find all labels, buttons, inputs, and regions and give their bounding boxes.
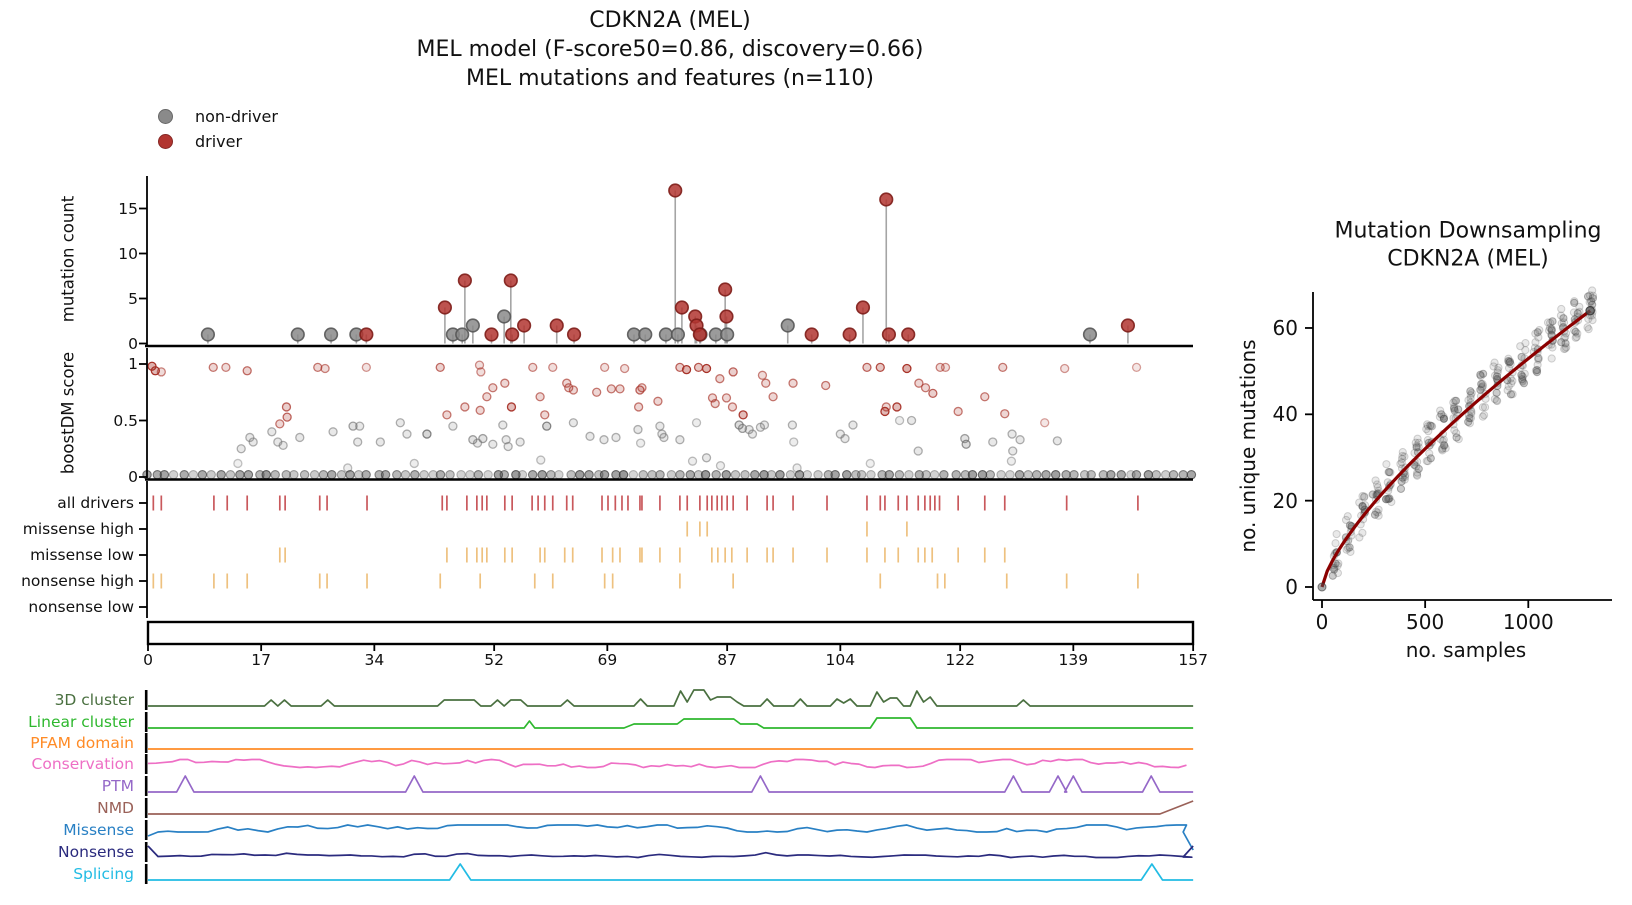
feature-label-Linear-cluster: Linear cluster xyxy=(28,713,134,731)
position-tick: 34 xyxy=(364,651,385,669)
boostdm-score-tick: 0 xyxy=(128,468,138,486)
feature-label-Splicing: Splicing xyxy=(73,865,134,883)
track-label-nonsense-high: nonsense high xyxy=(21,572,134,590)
mutation-count-tick: 15 xyxy=(118,199,138,218)
driver-dot-icon xyxy=(158,134,173,149)
position-tick: 69 xyxy=(597,651,618,669)
legend-item-driver: driver xyxy=(158,129,278,154)
mutation-count-tick: 0 xyxy=(128,334,138,353)
samples-axis-label: no. samples xyxy=(1405,638,1527,662)
feature-tracks xyxy=(144,689,1194,884)
downsampling-title-line-2: CDKN2A (MEL) xyxy=(1387,246,1549,272)
boostdm-score-axis-label: boostDM score xyxy=(58,351,78,475)
track-label-nonsense-low: nonsense low xyxy=(28,598,134,616)
needle-plot xyxy=(200,183,1136,344)
unique-mutations-tick: 0 xyxy=(1285,575,1298,599)
position-tick: 17 xyxy=(251,651,272,669)
mutation-count-axis-label: mutation count xyxy=(58,195,78,323)
unique-mutations-tick: 20 xyxy=(1272,488,1298,513)
track-label-missense-low: missense low xyxy=(30,546,134,564)
feature-label-NMD: NMD xyxy=(97,799,134,817)
position-tick: 87 xyxy=(717,651,738,669)
feature-label-3D-cluster: 3D cluster xyxy=(54,691,134,709)
track-label-all-drivers: all drivers xyxy=(57,494,134,512)
title-line-2: MEL model (F-score50=0.86, discovery=0.6… xyxy=(416,37,924,62)
feature-label-PTM: PTM xyxy=(101,777,134,795)
feature-label-Nonsense: Nonsense xyxy=(58,843,134,861)
position-tick: 122 xyxy=(945,651,975,669)
legend-label: non-driver xyxy=(195,107,278,126)
mutation-count-tick: 5 xyxy=(128,289,138,308)
title-line-3: MEL mutations and features (n=110) xyxy=(465,66,874,91)
sequence-scale-bar xyxy=(146,620,1195,651)
position-tick: 52 xyxy=(484,651,505,669)
downsampling-title-line-1: Mutation Downsampling xyxy=(1334,218,1602,244)
samples-tick: 0 xyxy=(1315,610,1329,634)
figure-title: CDKN2A (MEL) MEL model (F-score50=0.86, … xyxy=(0,6,1340,93)
boostdm-score-tick: 0.5 xyxy=(113,411,138,430)
non-driver-dot-icon xyxy=(158,109,173,124)
track-label-missense-high: missense high xyxy=(22,520,134,538)
feature-label-PFAM-domain: PFAM domain xyxy=(30,734,134,752)
title-line-1: CDKN2A (MEL) xyxy=(589,8,751,33)
position-tick: 0 xyxy=(143,651,153,669)
samples-tick: 1000 xyxy=(1502,610,1554,634)
boostdm-plot xyxy=(142,360,1197,480)
feature-label-Missense: Missense xyxy=(63,821,134,839)
unique-mutations-axis-label: no. unique mutations xyxy=(1236,339,1260,553)
samples-tick: 500 xyxy=(1406,610,1445,634)
consequence-tracks xyxy=(139,481,1139,618)
driver-legend: non-driver driver xyxy=(158,104,278,154)
downsampling-plot xyxy=(1305,286,1612,608)
unique-mutations-tick: 40 xyxy=(1272,402,1298,427)
boostdm-axis xyxy=(139,348,1193,481)
unique-mutations-tick: 60 xyxy=(1272,315,1298,340)
legend-label: driver xyxy=(195,132,243,151)
position-tick: 139 xyxy=(1058,651,1089,669)
mutation-count-tick: 10 xyxy=(118,244,138,263)
boostdm-score-tick: 1 xyxy=(128,355,138,373)
position-tick: 157 xyxy=(1178,651,1208,669)
position-tick: 104 xyxy=(825,651,856,669)
legend-item-non-driver: non-driver xyxy=(158,104,278,129)
feature-label-Conservation: Conservation xyxy=(31,755,134,773)
needle-axis xyxy=(139,176,1193,348)
